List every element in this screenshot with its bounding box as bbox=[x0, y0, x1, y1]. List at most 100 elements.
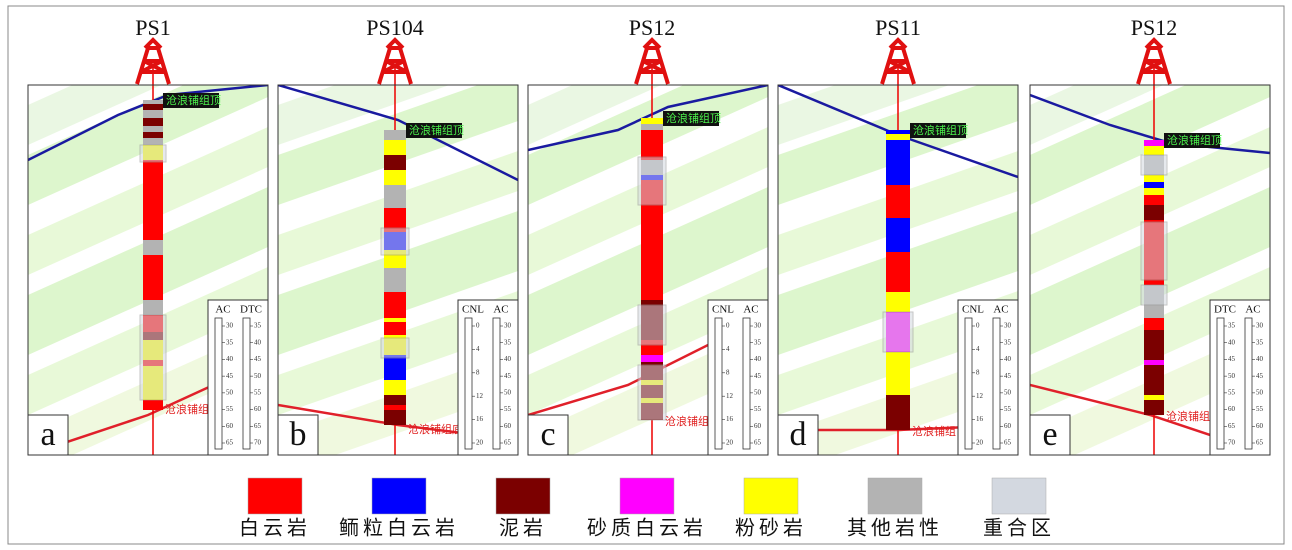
scale-tick-label: 70 bbox=[254, 439, 262, 447]
scale-tick-label: 55 bbox=[1004, 405, 1012, 413]
scale-tick-label: 65 bbox=[226, 439, 234, 447]
overlap-zone bbox=[381, 228, 409, 255]
scale-tick-label: 30 bbox=[504, 322, 512, 330]
panel-letter: d bbox=[790, 416, 807, 453]
bottom-label: 沧浪铺组底 bbox=[408, 422, 463, 436]
scale-name: AC bbox=[993, 304, 1008, 316]
lithology-segment bbox=[143, 104, 163, 110]
scale-tick-label: 60 bbox=[1256, 422, 1264, 430]
scale-tick-label: 55 bbox=[1228, 388, 1236, 396]
panel: 沧浪铺组顶沧浪铺组PS11dCNL048121620AC303540455055… bbox=[778, 15, 1018, 475]
legend-label: 泥岩 bbox=[499, 517, 547, 540]
overlap-zone bbox=[140, 145, 166, 162]
legend-swatch bbox=[868, 478, 922, 514]
top-label: 沧浪铺组顶 bbox=[1167, 133, 1222, 147]
panel-letter: a bbox=[40, 416, 55, 453]
top-label: 沧浪铺组顶 bbox=[913, 123, 968, 137]
scale-tick-label: 70 bbox=[1228, 439, 1236, 447]
lithology-segment bbox=[886, 130, 910, 134]
lithology-segment bbox=[384, 380, 406, 395]
scale-tick-label: 45 bbox=[754, 372, 762, 380]
lithology-segment bbox=[1144, 146, 1164, 155]
lithology-segment bbox=[384, 405, 406, 410]
overlap-zone bbox=[381, 338, 409, 358]
scale-tick-label: 45 bbox=[254, 355, 262, 363]
overlap-zone bbox=[638, 305, 666, 345]
lithology-segment bbox=[143, 118, 163, 126]
scale-tick-label: 8 bbox=[976, 368, 980, 376]
well-name: PS12 bbox=[1131, 15, 1177, 40]
scale-tick-label: 35 bbox=[754, 338, 762, 346]
lithology-segment bbox=[1144, 395, 1164, 400]
lithology-segment bbox=[1144, 305, 1164, 318]
legend-label: 重合区 bbox=[983, 517, 1055, 540]
lithology-segment bbox=[1144, 188, 1164, 195]
scale-bar bbox=[1245, 318, 1252, 449]
lithology-segment bbox=[143, 100, 163, 104]
lithology-segment bbox=[886, 292, 910, 312]
scale-tick-label: 40 bbox=[226, 355, 234, 363]
scale-tick-label: 35 bbox=[226, 338, 234, 346]
lithology-segment bbox=[886, 218, 910, 252]
scale-bar bbox=[493, 318, 500, 449]
lithology-segment bbox=[143, 126, 163, 132]
scale-tick-label: 50 bbox=[1004, 388, 1012, 396]
scale-name: CNL bbox=[462, 304, 484, 316]
legend-swatch bbox=[248, 478, 302, 514]
panel: 沧浪铺组顶沧浪铺组底PS12eDTC3540455055606570AC3035… bbox=[1030, 0, 1270, 475]
legend-label: 其他岩性 bbox=[847, 517, 943, 540]
scale-tick-label: 35 bbox=[254, 322, 262, 330]
figure: 沧浪铺组顶沧浪铺组底PS1aAC3035404550556065DTC35404… bbox=[0, 0, 1292, 550]
lithology-segment bbox=[886, 252, 910, 292]
well-name: PS12 bbox=[629, 15, 675, 40]
legend-swatch bbox=[620, 478, 674, 514]
scale-tick-label: 12 bbox=[726, 392, 734, 400]
overlap-zone bbox=[140, 315, 166, 400]
panel-letter: e bbox=[1042, 416, 1057, 453]
scale-tick-label: 12 bbox=[976, 392, 984, 400]
scale-tick-label: 55 bbox=[254, 388, 262, 396]
scale-tick-label: 65 bbox=[254, 422, 262, 430]
lithology-segment bbox=[886, 140, 910, 185]
panel: 沧浪铺组顶沧浪铺组底PS1aAC3035404550556065DTC35404… bbox=[28, 0, 268, 475]
legend-label: 粉砂岩 bbox=[735, 517, 807, 540]
well-name: PS11 bbox=[875, 15, 921, 40]
lithology-segment bbox=[384, 140, 406, 155]
scale-tick-label: 60 bbox=[1004, 422, 1012, 430]
overlap-zone bbox=[883, 312, 913, 352]
lithology-segment bbox=[143, 300, 163, 315]
overlap-zone bbox=[1141, 222, 1167, 280]
scale-tick-label: 30 bbox=[226, 322, 234, 330]
scale-tick-label: 65 bbox=[1256, 439, 1264, 447]
legend-swatch bbox=[372, 478, 426, 514]
scale-tick-label: 4 bbox=[476, 345, 480, 353]
scale-tick-label: 60 bbox=[754, 422, 762, 430]
scale-tick-label: 55 bbox=[1256, 405, 1264, 413]
scale-tick-label: 8 bbox=[726, 368, 730, 376]
lithology-segment bbox=[1144, 360, 1164, 365]
scale-tick-label: 35 bbox=[1004, 338, 1012, 346]
well-name: PS1 bbox=[135, 15, 170, 40]
lithology-segment bbox=[384, 185, 406, 208]
scale-tick-label: 4 bbox=[976, 345, 980, 353]
scale-bar bbox=[243, 318, 250, 449]
lithology-segment bbox=[143, 110, 163, 118]
lithology-segment bbox=[641, 124, 663, 130]
scale-tick-label: 55 bbox=[226, 405, 234, 413]
lithology-segment bbox=[1144, 182, 1164, 188]
scale-tick-label: 50 bbox=[254, 372, 262, 380]
scale-tick-label: 16 bbox=[476, 415, 484, 423]
scale-tick-label: 12 bbox=[476, 392, 484, 400]
legend-swatch bbox=[992, 478, 1046, 514]
scale-tick-label: 40 bbox=[1228, 338, 1236, 346]
scale-tick-label: 60 bbox=[254, 405, 262, 413]
lithology-segment bbox=[886, 352, 910, 395]
scale-tick-label: 30 bbox=[1004, 322, 1012, 330]
lithology-segment bbox=[641, 200, 663, 300]
scale-bar bbox=[715, 318, 722, 449]
scale-bar bbox=[465, 318, 472, 449]
scale-tick-label: 0 bbox=[476, 322, 480, 330]
top-label: 沧浪铺组顶 bbox=[409, 123, 464, 137]
well-name: PS104 bbox=[366, 15, 423, 40]
scale-tick-label: 55 bbox=[754, 405, 762, 413]
